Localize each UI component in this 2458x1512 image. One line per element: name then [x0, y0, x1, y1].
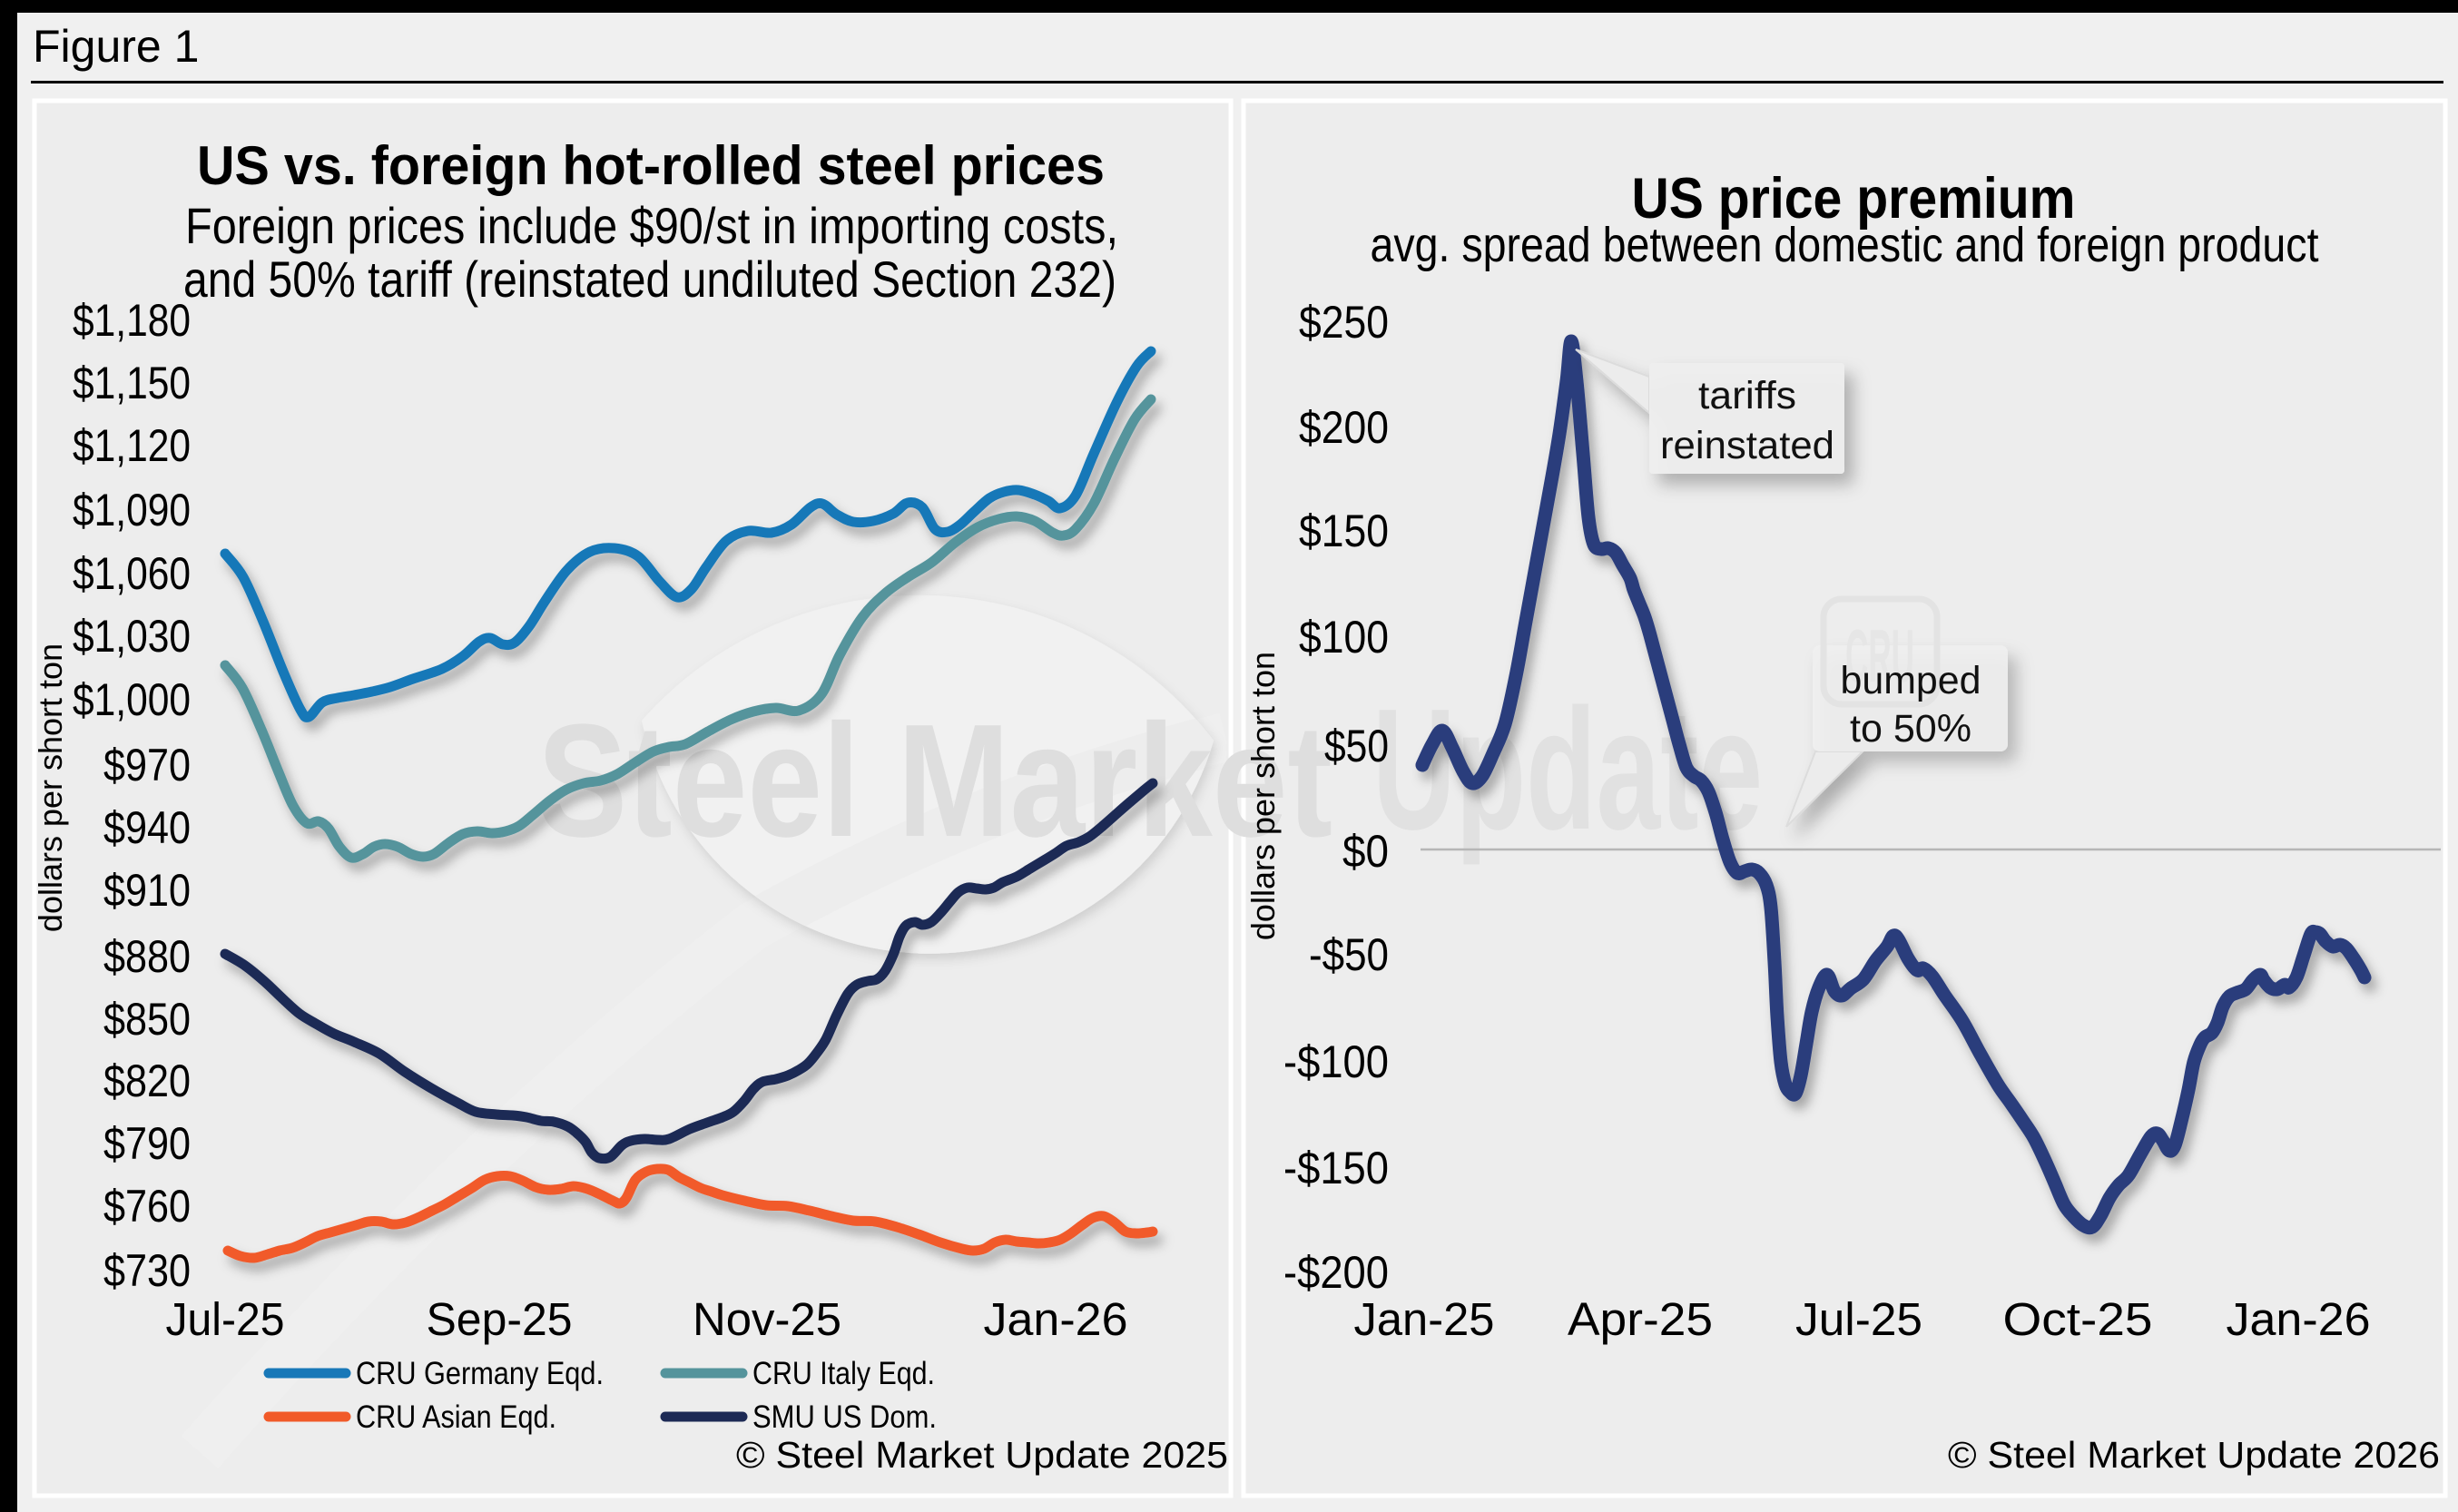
svg-text:avg. spread between domestic a: avg. spread between domestic and foreign…	[1371, 218, 2319, 272]
svg-text:$200: $200	[1299, 402, 1389, 453]
svg-text:tariffs: tariffs	[1698, 374, 1796, 417]
svg-text:$970: $970	[103, 740, 191, 790]
svg-text:dollars per short ton: dollars per short ton	[32, 643, 69, 932]
svg-text:$150: $150	[1299, 506, 1389, 556]
svg-text:dollars per short ton: dollars per short ton	[1244, 652, 1282, 940]
svg-text:$0: $0	[1342, 826, 1389, 877]
svg-text:-$50: -$50	[1309, 929, 1389, 980]
svg-text:US price premium: US price premium	[1632, 167, 2076, 231]
svg-text:Jul-25: Jul-25	[166, 1293, 285, 1345]
svg-text:$1,120: $1,120	[73, 420, 191, 471]
svg-text:$730: $730	[103, 1245, 191, 1296]
svg-text:CRU Germany Eqd.: CRU Germany Eqd.	[356, 1356, 604, 1391]
svg-text:bumped: bumped	[1841, 659, 1981, 702]
svg-text:$940: $940	[103, 802, 191, 853]
svg-text:$760: $760	[103, 1181, 191, 1232]
svg-text:© Steel Market Update 2026: © Steel Market Update 2026	[1948, 1434, 2440, 1476]
svg-text:Oct-25: Oct-25	[2003, 1293, 2153, 1345]
svg-text:SMU US Dom.: SMU US Dom.	[752, 1399, 937, 1435]
svg-text:$100: $100	[1299, 612, 1389, 663]
svg-text:Jan-25: Jan-25	[1354, 1293, 1495, 1345]
svg-text:$1,180: $1,180	[73, 295, 191, 346]
svg-text:$820: $820	[103, 1055, 191, 1106]
svg-text:$880: $880	[103, 931, 191, 982]
svg-text:CRU Asian Eqd.: CRU Asian Eqd.	[356, 1399, 556, 1435]
svg-text:$910: $910	[103, 865, 191, 916]
svg-text:$790: $790	[103, 1118, 191, 1169]
svg-text:reinstated: reinstated	[1660, 424, 1834, 467]
svg-text:$1,000: $1,000	[73, 674, 191, 725]
svg-text:$50: $50	[1324, 721, 1389, 771]
svg-text:Sep-25: Sep-25	[427, 1293, 573, 1345]
svg-text:$1,090: $1,090	[73, 485, 191, 535]
svg-text:© Steel Market Update 2025: © Steel Market Update 2025	[736, 1434, 1228, 1476]
svg-text:$1,150: $1,150	[73, 358, 191, 408]
svg-text:Figure 1: Figure 1	[33, 21, 199, 72]
svg-text:-$200: -$200	[1283, 1247, 1389, 1298]
svg-text:Apr-25: Apr-25	[1568, 1293, 1713, 1345]
svg-text:US vs. foreign hot-rolled stee: US vs. foreign hot-rolled steel prices	[197, 135, 1105, 196]
svg-text:CRU Italy Eqd.: CRU Italy Eqd.	[752, 1356, 935, 1391]
svg-text:Jul-25: Jul-25	[1795, 1293, 1922, 1345]
svg-text:Nov-25: Nov-25	[693, 1293, 841, 1345]
svg-text:-$150: -$150	[1283, 1143, 1389, 1193]
svg-text:and 50% tariff (reinstated und: and 50% tariff (reinstated undiluted Sec…	[183, 250, 1116, 308]
svg-text:CRU: CRU	[1845, 614, 1914, 698]
svg-text:Jan-26: Jan-26	[2227, 1293, 2371, 1345]
svg-text:Update: Update	[1372, 673, 1763, 866]
svg-text:$1,060: $1,060	[73, 548, 191, 599]
svg-text:Foreign prices include $90/st: Foreign prices include $90/st in importi…	[185, 197, 1118, 254]
svg-text:$1,030: $1,030	[73, 611, 191, 662]
svg-text:Jan-26: Jan-26	[984, 1293, 1128, 1345]
svg-text:Steel Market: Steel Market	[537, 691, 1332, 870]
svg-text:-$100: -$100	[1283, 1036, 1389, 1087]
svg-text:$850: $850	[103, 994, 191, 1045]
svg-text:$250: $250	[1299, 297, 1389, 348]
svg-text:to 50%: to 50%	[1850, 707, 1971, 751]
